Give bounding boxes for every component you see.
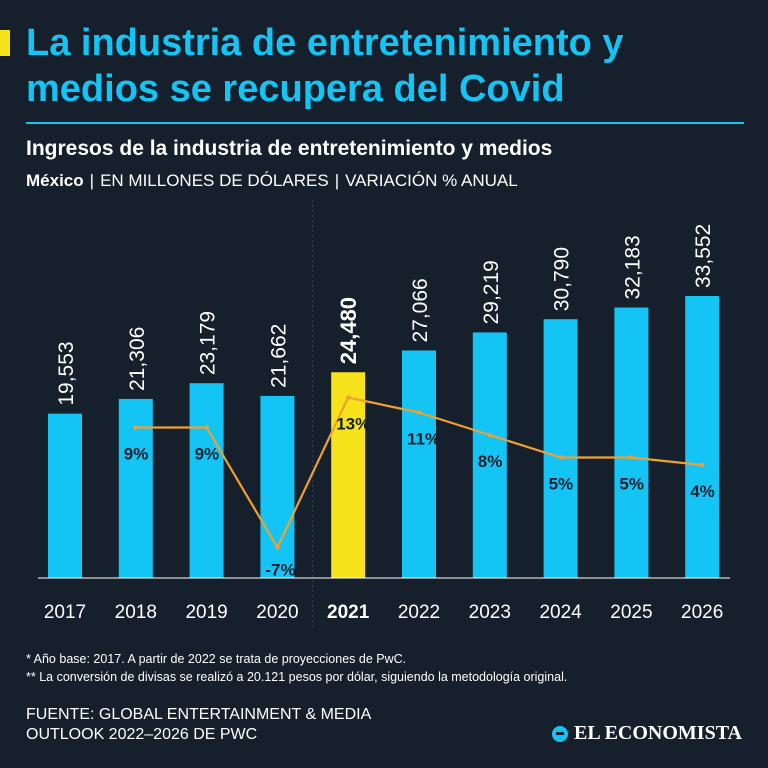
- variation-point-2025: [629, 455, 634, 460]
- value-label-2020: 21,662: [267, 324, 290, 388]
- bar-2022: [402, 350, 436, 578]
- category-label-2023: 2023: [469, 602, 511, 623]
- variation-label-2026: 4%: [690, 482, 715, 501]
- variation-point-2024: [558, 455, 563, 460]
- category-label-2025: 2025: [610, 602, 652, 623]
- value-label-2018: 21,306: [126, 327, 149, 391]
- variation-point-2022: [416, 410, 422, 415]
- bar-2017: [48, 413, 82, 578]
- chart-subtitle: Ingresos de la industria de entretenimie…: [26, 137, 553, 160]
- value-label-2021: 24,480: [336, 297, 361, 364]
- category-label-2026: 2026: [681, 602, 723, 623]
- variation-point-2020: [275, 545, 280, 550]
- bar-2025: [614, 307, 649, 578]
- bar-2019: [189, 383, 224, 578]
- brand-icon: [552, 725, 568, 742]
- category-label-2019: 2019: [185, 602, 227, 623]
- variation-label-2020: -7%: [265, 561, 295, 580]
- meta-unit: EN MILLONES DE DÓLARES: [100, 171, 329, 190]
- value-label-2017: 19,553: [55, 341, 78, 405]
- value-label-2023: 29,219: [480, 260, 503, 324]
- category-label-2020: 2020: [256, 602, 298, 623]
- footnote-conversion: ** La conversión de divisas se realizó a…: [26, 670, 568, 684]
- value-label-2026: 33,552: [692, 224, 715, 288]
- brand-name: EL ECONOMISTA: [574, 722, 742, 744]
- variation-point-2021: [346, 395, 351, 400]
- category-label-2017: 2017: [44, 602, 86, 623]
- variation-point-2019: [204, 425, 209, 430]
- meta-variation: VARIACIÓN % ANUAL: [345, 171, 518, 190]
- bar-2024: [543, 319, 578, 578]
- bar-2020: [260, 395, 295, 578]
- meta-separator: |: [89, 171, 95, 190]
- variation-label-2018: 9%: [124, 445, 149, 464]
- variation-point-2023: [487, 432, 492, 438]
- footnote-base: * Año base: 2017. A partir de 2022 se tr…: [26, 652, 407, 666]
- headline-line-2: medios se recupera del Covid: [26, 68, 565, 110]
- chart-meta: México | EN MILLONES DE DÓLARES | VARIACIÓN …: [26, 171, 518, 191]
- variation-label-2023: 8%: [478, 452, 503, 471]
- headline: La industria de entretenimiento y medios…: [26, 20, 746, 112]
- title-divider: [26, 122, 744, 124]
- meta-separator: |: [334, 171, 340, 190]
- category-label-2024: 2024: [539, 602, 582, 623]
- variation-point-2026: [700, 462, 705, 468]
- source-line-2: OUTLOOK 2022–2026 DE PWC: [26, 726, 258, 743]
- variation-label-2022: 11%: [407, 430, 440, 449]
- value-label-2025: 32,183: [621, 235, 644, 299]
- accent-bar: [0, 30, 10, 56]
- headline-line-1: La industria de entretenimiento y: [26, 22, 624, 64]
- bar-2021: [331, 372, 366, 578]
- value-label-2019: 23,179: [197, 311, 220, 375]
- bar-2023: [472, 332, 507, 578]
- brand-logo: EL ECONOMISTA: [552, 722, 742, 745]
- category-label-2018: 2018: [115, 602, 157, 623]
- bar-2026: [685, 296, 720, 578]
- variation-label-2021: 13%: [336, 415, 370, 434]
- source-line-1: FUENTE: GLOBAL ENTERTAINMENT & MEDIA: [26, 706, 372, 723]
- variation-label-2024: 5%: [549, 475, 574, 494]
- variation-label-2025: 5%: [619, 475, 644, 494]
- meta-country: México: [26, 171, 84, 190]
- variation-point-2018: [133, 425, 138, 430]
- category-label-2021: 2021: [327, 602, 370, 623]
- value-label-2022: 27,066: [409, 278, 432, 342]
- value-label-2024: 30,790: [551, 247, 574, 311]
- variation-label-2019: 9%: [195, 445, 220, 464]
- source-note: FUENTE: GLOBAL ENTERTAINMENT & MEDIA OUT…: [26, 705, 446, 745]
- footnotes: * Año base: 2017. A partir de 2022 se tr…: [26, 652, 567, 688]
- category-label-2022: 2022: [398, 602, 440, 623]
